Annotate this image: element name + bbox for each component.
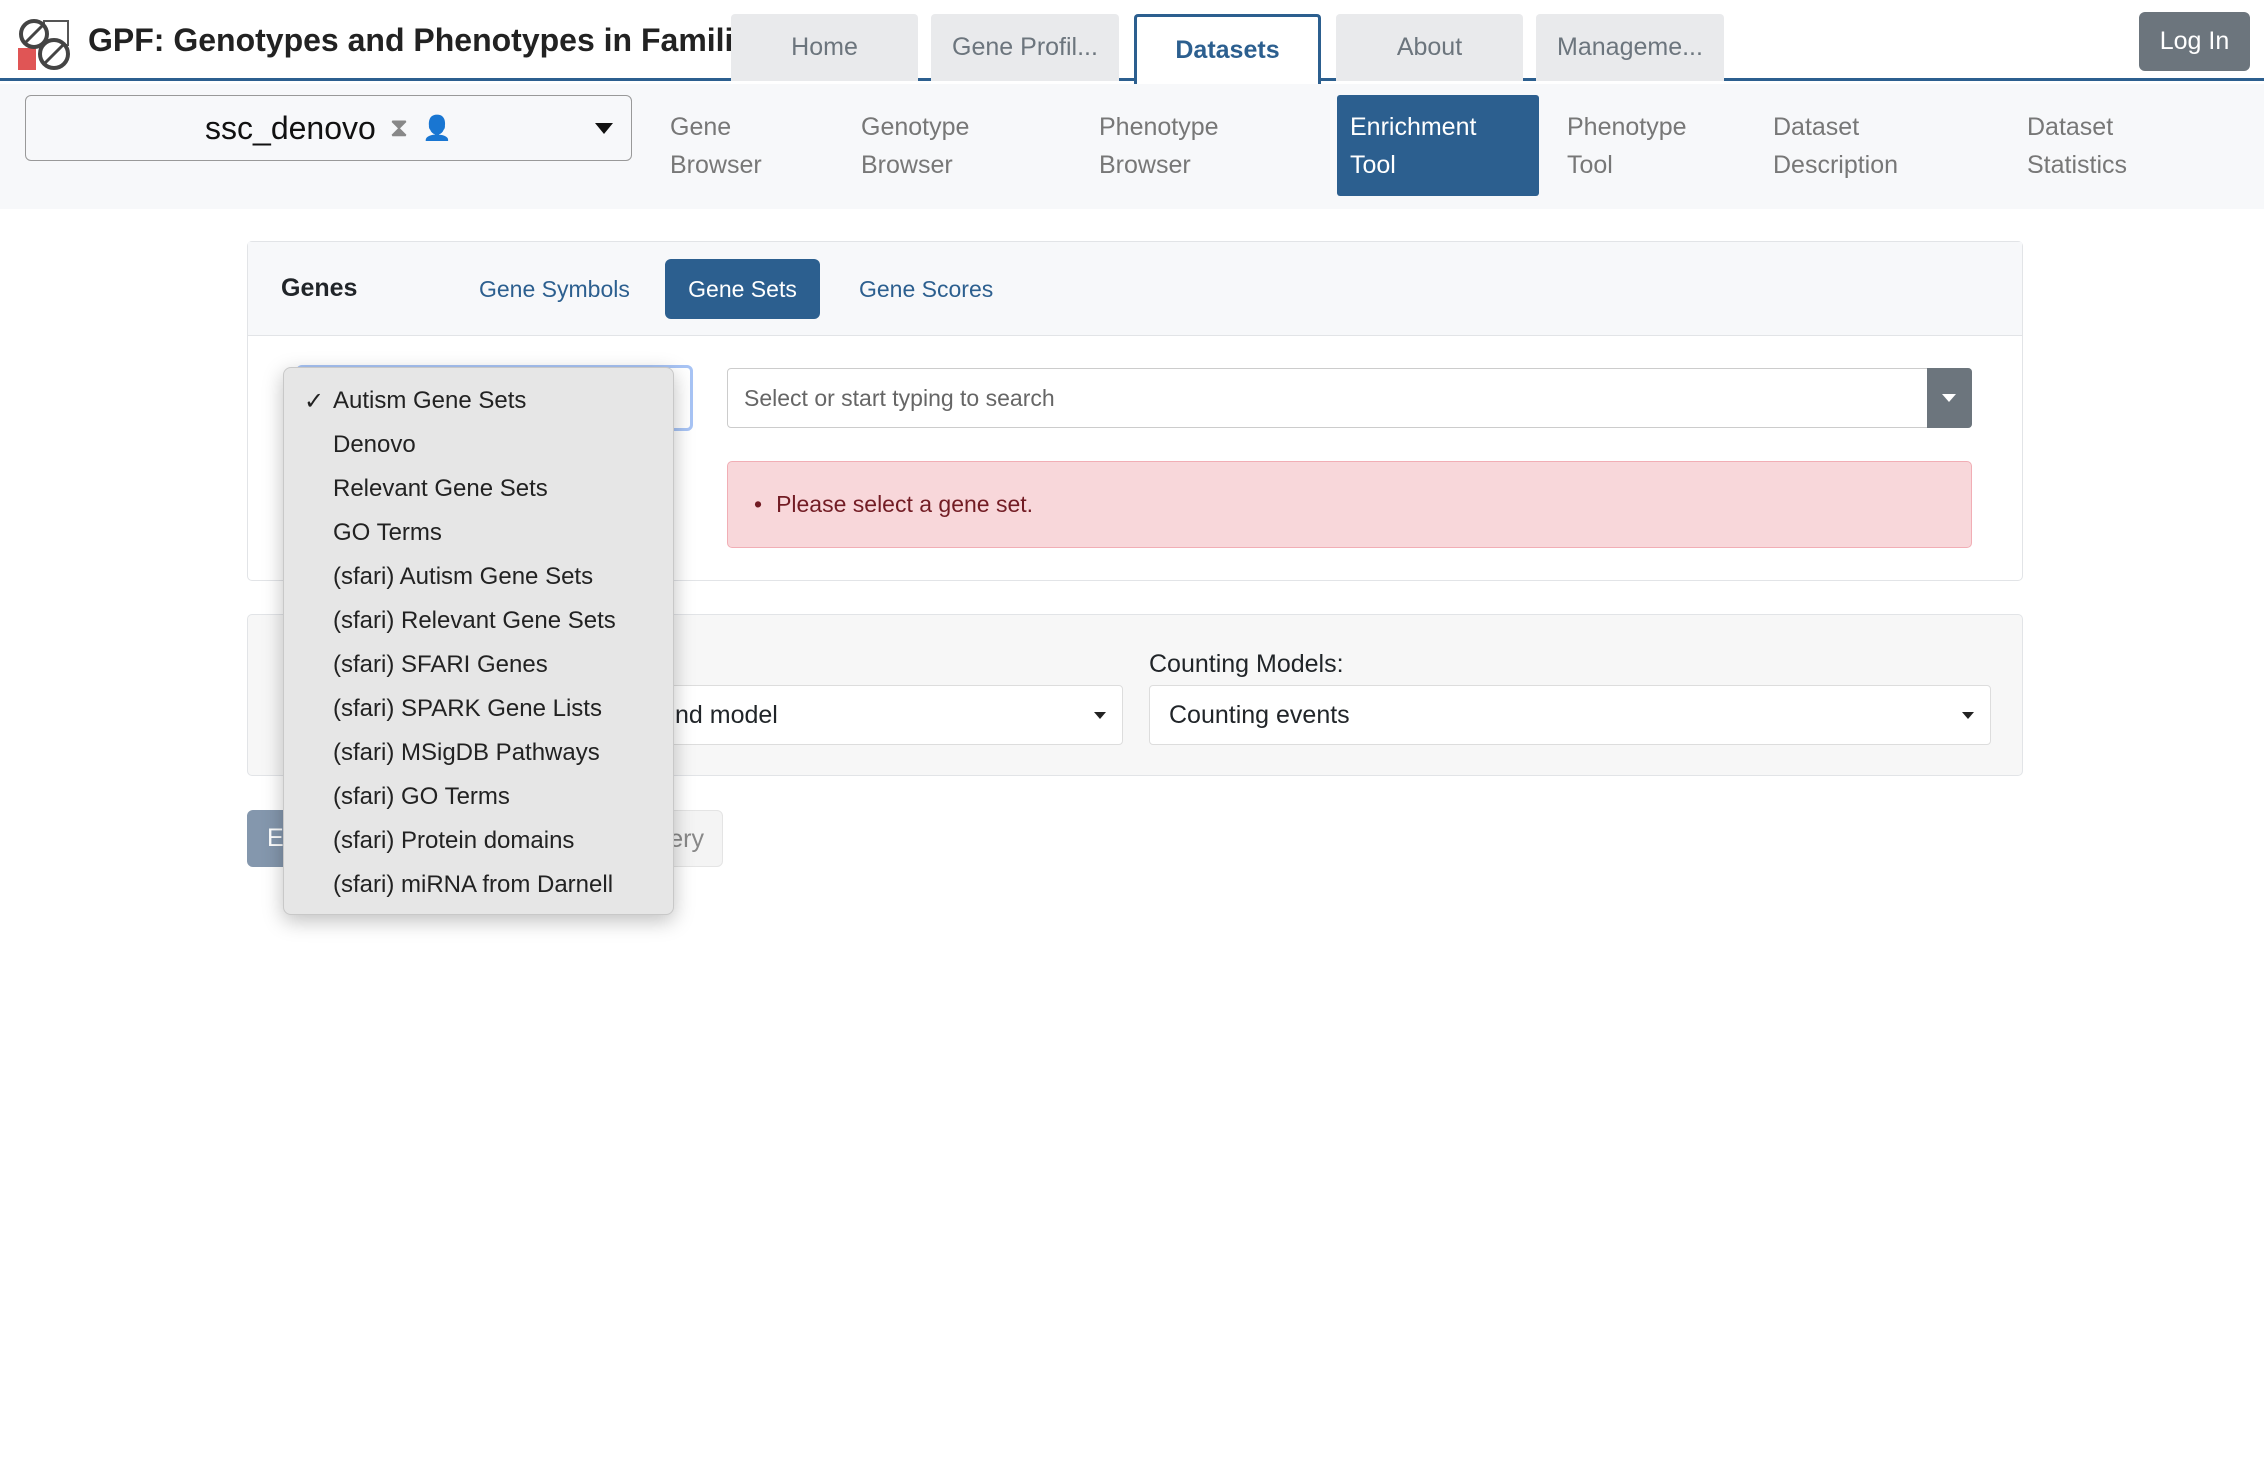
dropdown-option[interactable]: (sfari) SFARI Genes — [333, 651, 548, 678]
tab-datasets[interactable]: Datasets — [1134, 14, 1321, 84]
genes-card-header: Genes Gene Symbols Gene Sets Gene Scores — [248, 242, 2022, 336]
gene-set-collection-dropdown: ✓ Autism Gene Sets Denovo Relevant Gene S… — [283, 367, 674, 915]
counting-models-label: Counting Models: — [1149, 650, 1344, 678]
chevron-down-icon — [1962, 712, 1974, 719]
top-header: GPF: Genotypes and Phenotypes in Familie… — [0, 0, 2264, 84]
dataset-name: ssc_denovo — [205, 109, 376, 146]
alert-text: Please select a gene set. — [776, 491, 1034, 517]
dropdown-option[interactable]: (sfari) SPARK Gene Lists — [333, 695, 602, 722]
nav-dataset-description[interactable]: Dataset Description — [1773, 113, 1899, 179]
login-button[interactable]: Log In — [2139, 12, 2250, 71]
dropdown-option[interactable]: (sfari) Protein domains — [333, 827, 575, 854]
nav-enrichment-tool[interactable]: Enrichment Tool — [1337, 95, 1539, 196]
user-check-icon: 👤 — [422, 114, 452, 142]
dropdown-option[interactable]: (sfari) miRNA from Darnell — [333, 871, 614, 898]
nav-genotype-browser[interactable]: Genotype Browser — [861, 113, 970, 179]
tab-gene-symbols[interactable]: Gene Symbols — [479, 275, 630, 302]
nav-phenotype-tool[interactable]: Phenotype Tool — [1567, 113, 1687, 179]
app-title: GPF: Genotypes and Phenotypes in Familie… — [88, 22, 770, 58]
dna-star-icon: ⧗ — [389, 112, 409, 142]
tab-home[interactable]: Home — [731, 14, 918, 81]
counting-model-select[interactable]: Counting events — [1149, 685, 1991, 745]
counting-model-value: Counting events — [1169, 700, 1350, 729]
tab-gene-scores[interactable]: Gene Scores — [859, 275, 994, 302]
checkmark-icon: ✓ — [304, 387, 325, 415]
chevron-down-icon — [595, 123, 613, 134]
dropdown-option[interactable]: (sfari) MSigDB Pathways — [333, 739, 600, 766]
tab-gene-sets[interactable]: Gene Sets — [665, 259, 820, 319]
dropdown-option[interactable]: Relevant Gene Sets — [333, 475, 548, 502]
genes-label: Genes — [281, 274, 358, 302]
tab-gene-profiles[interactable]: Gene Profil... — [931, 14, 1119, 81]
dropdown-option[interactable]: (sfari) Autism Gene Sets — [333, 563, 594, 590]
chevron-down-icon — [1094, 712, 1106, 719]
dropdown-option[interactable]: Denovo — [333, 431, 416, 458]
background-model-value: nd model — [675, 700, 778, 729]
dropdown-option[interactable]: (sfari) Relevant Gene Sets — [333, 607, 616, 634]
gene-set-search-input[interactable]: Select or start typing to search — [727, 368, 1972, 428]
dropdown-option[interactable]: (sfari) GO Terms — [333, 783, 510, 810]
error-alert: • Please select a gene set. — [727, 461, 1972, 548]
tab-management[interactable]: Manageme... — [1536, 14, 1724, 81]
dataset-select[interactable]: ssc_denovo ⧗ 👤 — [25, 95, 632, 161]
dropdown-option[interactable]: GO Terms — [333, 519, 442, 546]
gpf-logo-icon — [18, 19, 70, 70]
nav-gene-browser[interactable]: Gene Browser — [670, 113, 762, 179]
nav-phenotype-browser[interactable]: Phenotype Browser — [1099, 113, 1219, 179]
search-dropdown-toggle[interactable] — [1927, 368, 1972, 428]
nav-dataset-statistics[interactable]: Dataset Statistics — [2027, 113, 2128, 179]
dropdown-option[interactable]: ✓ Autism Gene Sets — [304, 387, 527, 415]
tab-about[interactable]: About — [1336, 14, 1523, 81]
